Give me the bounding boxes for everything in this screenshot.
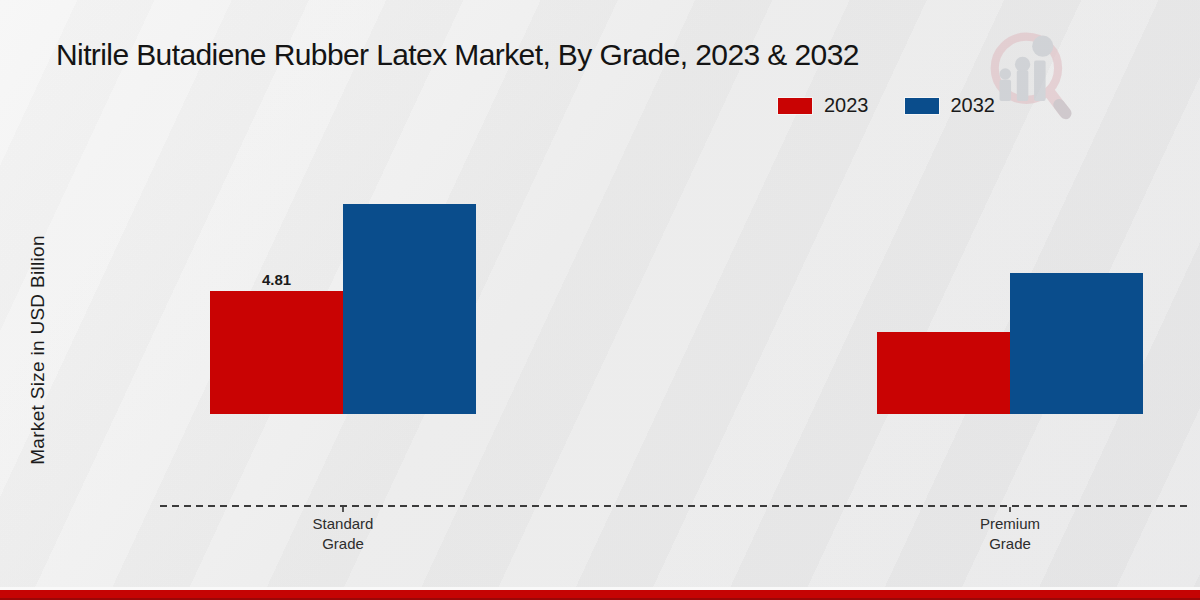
bar-premium-grade-2032 [1010, 273, 1143, 414]
x-axis-tick-standard [342, 507, 344, 512]
x-axis-tick-premium [1009, 507, 1011, 512]
plot-area: 4.81 Standard Grade Premium Grade [0, 0, 1200, 600]
data-label-standard-2023: 4.81 [210, 271, 343, 288]
bar-standard-grade-2032 [343, 204, 476, 414]
bar-standard-grade-2023: 4.81 [210, 291, 343, 414]
category-label-standard-grade: Standard Grade [298, 514, 388, 554]
bar-group-standard-grade: 4.81 [210, 0, 476, 507]
x-axis-dashed-baseline [160, 505, 1190, 507]
bar-group-premium-grade [877, 0, 1143, 507]
bar-premium-grade-2023 [877, 332, 1010, 414]
footer-accent-bar [0, 590, 1200, 600]
category-label-premium-grade: Premium Grade [965, 514, 1055, 554]
